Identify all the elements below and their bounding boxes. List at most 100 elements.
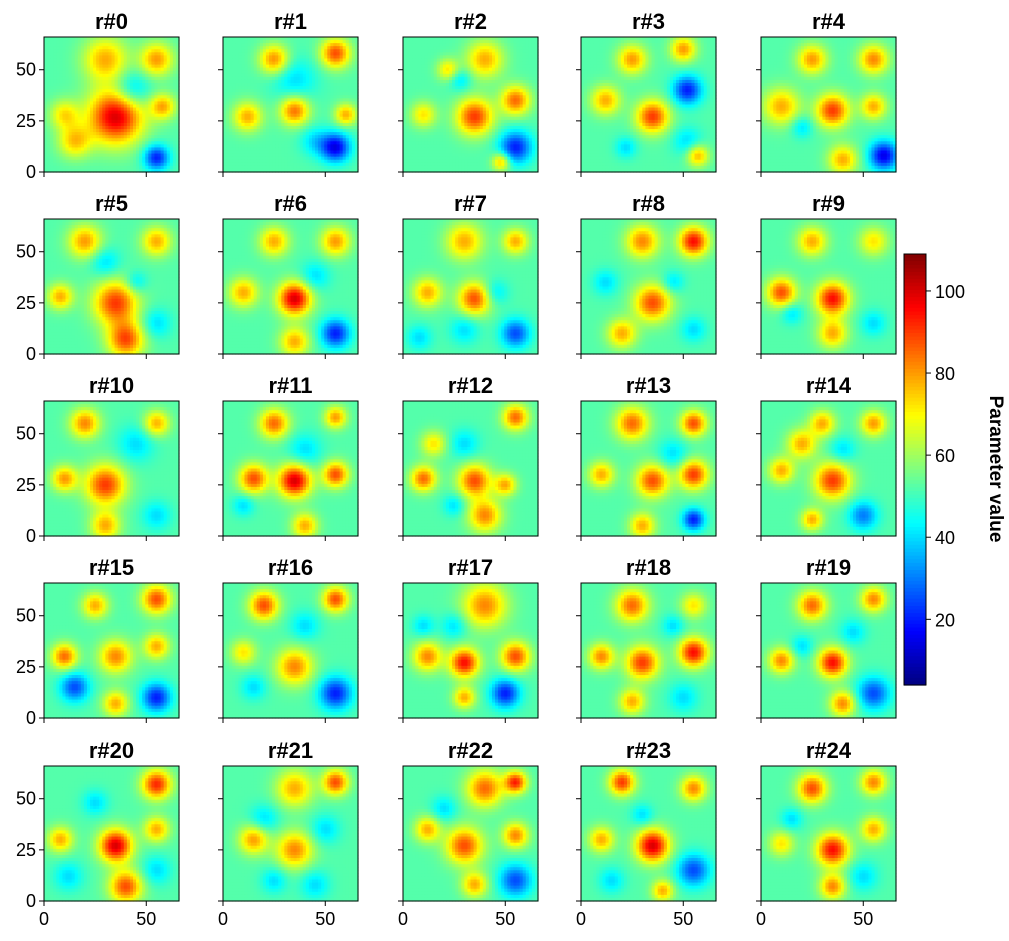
heatmap-cell — [99, 153, 103, 158]
heatmap-cell — [108, 144, 113, 149]
heatmap-cell — [117, 64, 122, 69]
heatmap-cell — [71, 135, 76, 139]
heatmap-cell — [93, 70, 97, 75]
heatmap-cell — [151, 76, 156, 81]
heatmap-cell — [68, 116, 73, 121]
heatmap-cell — [65, 67, 70, 72]
heatmap-cell — [62, 116, 67, 121]
heatmap-cell — [65, 113, 70, 118]
heatmap-cell — [99, 79, 103, 84]
heatmap-cell — [175, 86, 180, 90]
heatmap-cell — [160, 37, 165, 41]
heatmap-cell — [102, 144, 106, 149]
heatmap-cell — [68, 79, 73, 84]
heatmap-cell — [86, 83, 91, 87]
heatmap-cell — [163, 73, 168, 78]
heatmap-cell — [74, 37, 79, 41]
heatmap-cell — [169, 61, 174, 66]
heatmap-cell — [166, 110, 171, 115]
heatmap-field — [44, 37, 180, 173]
heatmap-cell — [102, 113, 106, 118]
heatmap-cell — [172, 147, 177, 152]
heatmap-cell — [114, 107, 119, 112]
heatmap-cell — [145, 107, 149, 112]
panel-title: r#0 — [95, 9, 128, 34]
heatmap-cell — [96, 150, 100, 155]
heatmap-cell — [59, 125, 64, 130]
heatmap-cell — [53, 153, 57, 158]
heatmap-cell — [86, 95, 91, 99]
heatmap-cell — [65, 64, 70, 69]
heatmap-cell — [102, 37, 106, 41]
heatmap-cell — [132, 86, 137, 90]
heatmap-cell — [86, 89, 91, 93]
heatmap-cell — [65, 73, 70, 78]
heatmap-cell — [132, 95, 137, 99]
heatmap-cell — [123, 55, 128, 60]
heatmap-cell — [136, 43, 140, 47]
heatmap-cell — [151, 46, 156, 50]
heatmap-cell — [105, 89, 110, 93]
heatmap-cell — [108, 129, 113, 133]
heatmap-cell — [99, 150, 103, 155]
heatmap-cell — [148, 150, 152, 155]
heatmap-cell — [129, 43, 134, 47]
heatmap-cell — [117, 55, 122, 60]
heatmap-cell — [86, 43, 91, 47]
heatmap-cell — [59, 67, 64, 72]
heatmap-cell — [132, 98, 137, 103]
heatmap-cell — [142, 58, 146, 63]
heatmap-cell — [86, 116, 91, 121]
heatmap-cell — [136, 89, 140, 93]
heatmap-cell — [154, 70, 159, 75]
heatmap-cell — [163, 116, 168, 121]
heatmap-cell — [163, 86, 168, 90]
heatmap-cell — [169, 92, 174, 96]
heatmap-cell — [151, 119, 156, 124]
heatmap-cell — [96, 52, 100, 57]
heatmap-cell — [120, 104, 125, 109]
heatmap-cell — [145, 110, 149, 115]
heatmap-cell — [105, 64, 110, 69]
heatmap-cell — [71, 110, 76, 115]
heatmap-cell — [96, 147, 100, 152]
heatmap-cell — [68, 125, 73, 130]
heatmap-cell — [129, 49, 134, 53]
heatmap-cell — [166, 122, 171, 127]
heatmap-cell — [65, 107, 70, 112]
heatmap-cell — [123, 110, 128, 115]
heatmap-cell — [93, 92, 97, 96]
heatmap-cell — [126, 119, 131, 124]
heatmap-cell — [145, 101, 149, 106]
heatmap-cell — [96, 122, 100, 127]
heatmap-cell — [139, 98, 143, 103]
heatmap-cell — [136, 125, 140, 130]
heatmap-cell — [160, 52, 165, 57]
heatmap-cell — [129, 98, 134, 103]
heatmap-cell — [132, 43, 137, 47]
heatmap-cell — [102, 79, 106, 84]
heatmap-cell — [169, 129, 174, 133]
heatmap-cell — [56, 79, 60, 84]
heatmap-cell — [114, 144, 119, 149]
heatmap-cell — [114, 89, 119, 93]
heatmap-cell — [108, 79, 113, 84]
heatmap-cell — [86, 150, 91, 155]
heatmap-cell — [47, 156, 51, 161]
heatmap-cell — [74, 61, 79, 66]
heatmap-cell — [132, 119, 137, 124]
heatmap-cell — [96, 86, 100, 90]
heatmap-cell — [120, 150, 125, 155]
heatmap-cell — [74, 67, 79, 72]
heatmap-cell — [126, 70, 131, 75]
heatmap-cell — [53, 73, 57, 78]
heatmap-cell — [157, 95, 162, 99]
heatmap-cell — [142, 61, 146, 66]
heatmap-cell — [154, 89, 159, 93]
heatmap-cell — [96, 61, 100, 66]
heatmap-cell — [108, 89, 113, 93]
heatmap-cell — [105, 95, 110, 99]
heatmap-cell — [172, 55, 177, 60]
heatmap-cell — [62, 147, 67, 152]
heatmap-cell — [74, 83, 79, 87]
